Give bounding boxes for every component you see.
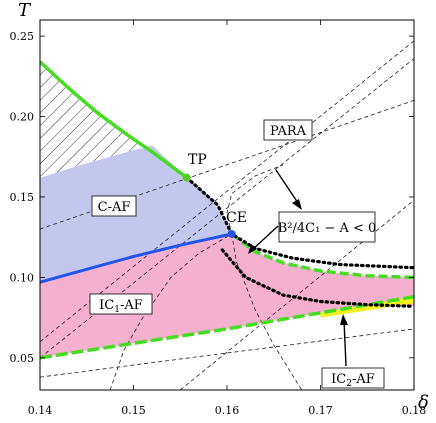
y-tick-label-1: 0.10 bbox=[10, 271, 35, 284]
x-axis-title: δ bbox=[418, 392, 429, 413]
ce-label: CE bbox=[226, 210, 247, 226]
condition-label-box bbox=[278, 211, 376, 243]
tick-marks bbox=[39, 20, 415, 390]
ic1-label-rest: -AF bbox=[120, 298, 143, 313]
dashed-para-arc bbox=[226, 164, 284, 235]
x-tick-label-2: 0.16 bbox=[215, 404, 240, 417]
ic2-label-box bbox=[321, 367, 385, 389]
para-label: PARA bbox=[270, 124, 307, 139]
ic2-label-rest: -AF bbox=[352, 372, 375, 387]
x-tick-label-0: 0.14 bbox=[28, 404, 53, 417]
ic1-af-region-tail bbox=[222, 250, 414, 321]
tp-label: TP bbox=[188, 152, 207, 168]
x-tick-label-4: 0.18 bbox=[402, 404, 427, 417]
caf-label: C-AF bbox=[98, 200, 131, 215]
upper-boundary-green bbox=[40, 60, 188, 180]
caf-label-box bbox=[91, 195, 137, 217]
ic2-arrow bbox=[343, 319, 347, 367]
ic1-label: IC1-AF bbox=[99, 298, 143, 315]
lower-boundary-green-dashed bbox=[40, 294, 414, 360]
region-labels: PARA C-AF IC1-AF IC2-AF B²/4C₁ − A < 0 T… bbox=[89, 119, 385, 389]
tick-labels: 0.14 0.15 0.16 0.17 0.18 0.05 0.10 0.15 0.20 0.25 bbox=[10, 30, 427, 417]
special-point-tp bbox=[182, 173, 191, 182]
special-points bbox=[182, 173, 236, 238]
dashed-left-arc bbox=[109, 233, 232, 390]
dashed-guide-1 bbox=[40, 40, 414, 343]
para-label-box bbox=[263, 119, 313, 141]
condition-arrowhead bbox=[248, 244, 257, 254]
ic1-label-sub: 1 bbox=[114, 305, 120, 315]
ic2-label: IC2-AF bbox=[331, 372, 375, 389]
ic1-label-main: IC bbox=[99, 298, 114, 313]
y-tick-label-3: 0.20 bbox=[10, 111, 35, 124]
y-tick-label-2: 0.15 bbox=[10, 191, 35, 204]
ic1-label-box bbox=[89, 293, 153, 315]
condition-label: B²/4C₁ − A < 0 bbox=[278, 221, 377, 236]
y-axis-title: T bbox=[18, 0, 32, 21]
x-tick-label-1: 0.15 bbox=[121, 404, 146, 417]
dashed-guide-4 bbox=[179, 199, 414, 390]
para-arrow bbox=[275, 169, 301, 207]
y-tick-label-0: 0.05 bbox=[10, 352, 35, 365]
c-af-ic1-boundary-blue bbox=[40, 232, 233, 284]
ic2-label-main: IC bbox=[331, 372, 346, 387]
dashed-para-arc-low bbox=[231, 233, 303, 390]
special-point-ce bbox=[227, 229, 236, 238]
dotted-boundary-lower bbox=[220, 248, 414, 308]
ic2-arrowhead bbox=[340, 314, 348, 325]
y-tick-label-4: 0.25 bbox=[10, 30, 35, 43]
x-tick-label-3: 0.17 bbox=[308, 404, 333, 417]
ic2-label-sub: 2 bbox=[346, 379, 352, 389]
condition-arrow bbox=[251, 225, 279, 251]
ic1-af-region-main bbox=[40, 234, 414, 358]
annotation-arrows bbox=[248, 169, 348, 367]
para-arrowhead bbox=[292, 199, 302, 210]
ic1-upper-boundary-green-dashed bbox=[230, 232, 414, 280]
